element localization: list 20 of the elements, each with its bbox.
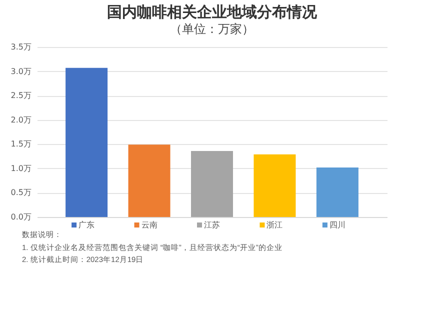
x-tick-label: 四川: [329, 220, 346, 230]
bar: [66, 68, 108, 217]
x-tick-label: 浙江: [266, 220, 283, 230]
y-tick-label: 1.0万: [10, 164, 32, 173]
y-tick-label: 2.0万: [10, 115, 32, 124]
y-tick-label: 0.5万: [10, 188, 32, 198]
y-tick-label: 3.0万: [10, 66, 32, 76]
chart-title: 国内咖啡相关企业地域分布情况: [107, 3, 318, 21]
y-tick-label: 0.0万: [10, 212, 32, 222]
bar: [316, 167, 358, 217]
chart-subtitle: （单位：万家）: [170, 22, 254, 36]
y-tick-label: 1.5万: [10, 140, 32, 149]
bar: [128, 144, 170, 217]
bar: [191, 150, 233, 217]
bar: [254, 154, 296, 217]
y-tick-label: 3.5万: [10, 42, 32, 52]
y-tick-label: 2.5万: [10, 91, 32, 100]
x-tick-label: 广东: [78, 220, 95, 230]
x-tick-label: 云南: [141, 220, 158, 230]
x-tick-label: 江苏: [204, 220, 220, 230]
